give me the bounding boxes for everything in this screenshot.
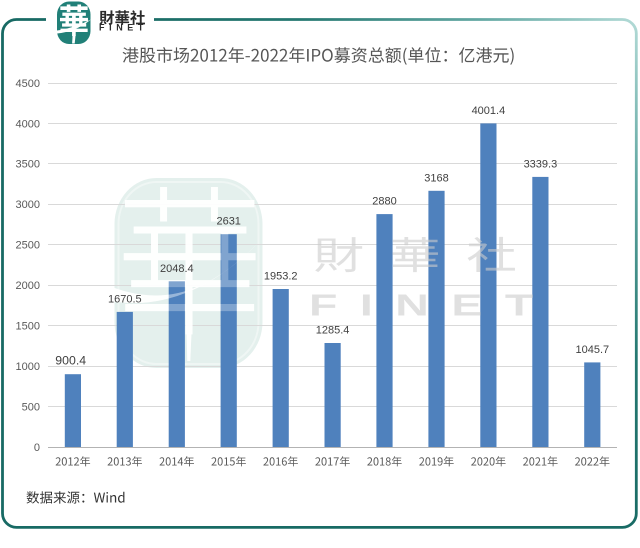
svg-text:2631: 2631 — [216, 216, 240, 228]
svg-text:1045.7: 1045.7 — [575, 344, 609, 356]
svg-text:3000: 3000 — [16, 199, 40, 211]
svg-text:3500: 3500 — [16, 159, 40, 171]
svg-text:1000: 1000 — [16, 361, 40, 373]
svg-text:2048.4: 2048.4 — [160, 263, 194, 275]
svg-text:4001.4: 4001.4 — [472, 105, 506, 117]
svg-text:FINET: FINET — [309, 288, 556, 323]
svg-text:1285.4: 1285.4 — [316, 325, 350, 337]
svg-text:500: 500 — [22, 401, 40, 413]
svg-text:3168: 3168 — [424, 172, 448, 184]
svg-text:2000: 2000 — [16, 280, 40, 292]
svg-text:1670.5: 1670.5 — [108, 293, 142, 305]
svg-text:2880: 2880 — [372, 196, 396, 208]
svg-text:2500: 2500 — [16, 240, 40, 252]
svg-text:3339.3: 3339.3 — [524, 158, 558, 170]
svg-text:4500: 4500 — [16, 78, 40, 90]
svg-text:1953.2: 1953.2 — [264, 271, 298, 283]
svg-text:4000: 4000 — [16, 118, 40, 130]
svg-text:FINET: FINET — [99, 23, 148, 33]
svg-text:1500: 1500 — [16, 321, 40, 333]
svg-text:0: 0 — [34, 442, 40, 454]
svg-text:900.4: 900.4 — [55, 354, 86, 368]
